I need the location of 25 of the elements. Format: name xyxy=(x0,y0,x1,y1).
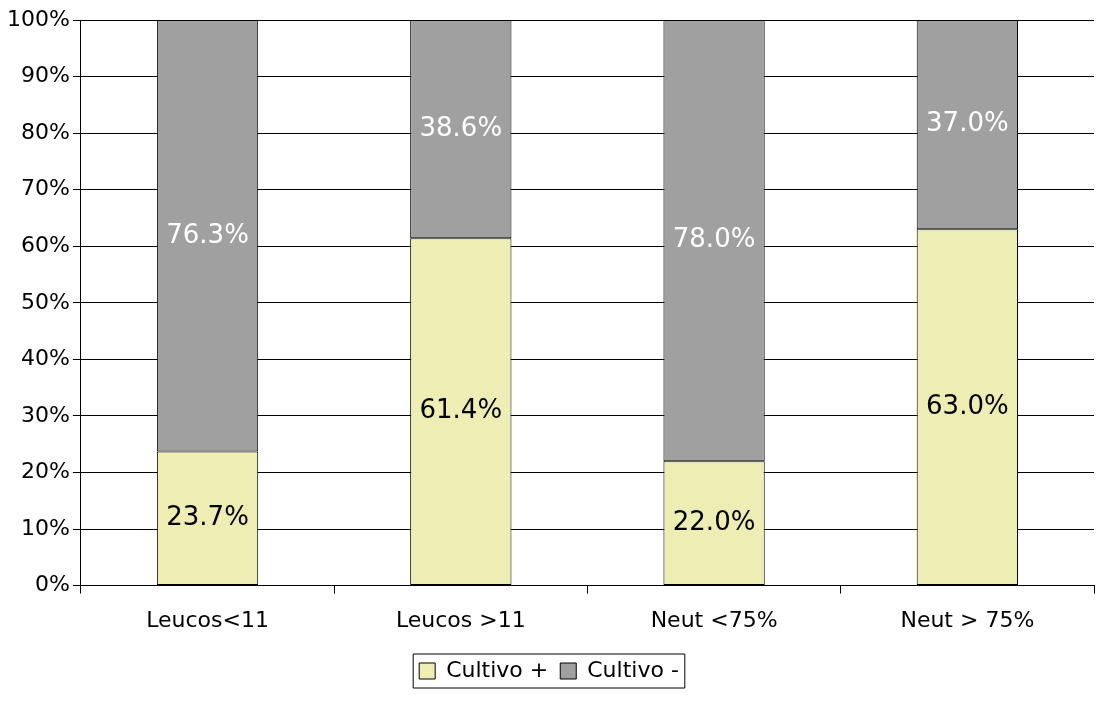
y-tick-label: 100% xyxy=(6,5,70,31)
y-tick-label: 60% xyxy=(20,231,70,257)
x-tick-label: Neut > 75% xyxy=(900,606,1035,632)
legend-label: Cultivo - xyxy=(587,656,679,682)
y-tick-label: 50% xyxy=(20,288,70,314)
data-label: 22.0% xyxy=(672,505,756,536)
x-tick-label: Leucos<11 xyxy=(146,606,269,632)
data-label: 78.0% xyxy=(672,223,756,254)
x-tick-label: Neut <75% xyxy=(650,606,778,632)
y-tick-label: 40% xyxy=(20,345,70,371)
data-label: 63.0% xyxy=(926,389,1009,420)
legend-label: Cultivo + xyxy=(446,656,549,682)
data-label: 23.7% xyxy=(166,501,249,532)
data-label: 38.6% xyxy=(419,111,503,142)
y-tick-label: 90% xyxy=(20,62,70,88)
y-tick-label: 20% xyxy=(20,458,70,484)
data-label: 61.4% xyxy=(419,394,503,425)
y-tick-label: 70% xyxy=(20,175,70,201)
data-label: 76.3% xyxy=(166,218,249,249)
data-label: 37.0% xyxy=(926,107,1009,138)
y-tick-label: 30% xyxy=(20,401,70,427)
x-tick-label: Leucos >11 xyxy=(395,606,526,632)
y-tick-label: 80% xyxy=(20,118,70,144)
y-tick-label: 10% xyxy=(20,514,70,540)
y-tick-label: 0% xyxy=(34,571,70,597)
